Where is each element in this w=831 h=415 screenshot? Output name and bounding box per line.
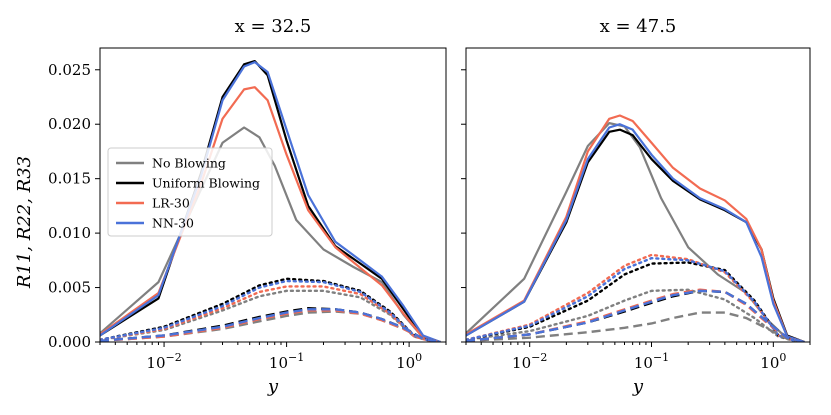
series-nn-30-r33	[100, 308, 441, 342]
x-tick-label: 10−2	[512, 351, 547, 372]
series-lr-30-r22	[100, 285, 436, 342]
y-tick-label: 0.015	[48, 170, 91, 188]
x-axis-label: y	[267, 376, 279, 397]
series-no-blowing-r33	[466, 311, 805, 342]
x-tick-label: 10−1	[634, 351, 669, 372]
y-tick-label: 0.000	[48, 333, 91, 351]
y-tick-label: 0.010	[48, 224, 91, 242]
legend-box	[107, 147, 273, 237]
legend-label-uniform-blowing: Uniform Blowing	[152, 176, 260, 191]
legend-label-no-blowing: No Blowing	[152, 156, 226, 171]
y-axis-label: R11, R22, R33	[14, 156, 35, 289]
panel-right: 10−2 10−1 100 x = 47.5 y	[461, 16, 811, 397]
series-group	[466, 114, 805, 342]
series-nn-30-r11	[466, 123, 805, 342]
series-uniform-blowing-r22	[466, 261, 800, 342]
panel-title: x = 32.5	[235, 16, 312, 37]
series-lr-30-r11	[466, 114, 805, 342]
x-tick-label: 100	[396, 351, 422, 372]
panel-title: x = 47.5	[600, 16, 677, 37]
series-no-blowing-r22	[466, 288, 800, 342]
y-tick-label: 0.020	[48, 115, 91, 133]
axes-frame	[465, 47, 811, 343]
x-tick-label: 10−1	[269, 351, 304, 372]
x-tick-label: 100	[760, 351, 786, 372]
legend-label-nn-30: NN-30	[152, 216, 194, 231]
axes-frame	[99, 47, 447, 343]
y-tick-label: 0.025	[48, 61, 91, 79]
series-nn-30-r22	[100, 279, 436, 342]
y-tick-label: 0.005	[48, 279, 91, 297]
legend: No Blowing Uniform Blowing LR-30 NN-30	[107, 147, 273, 237]
x-tick-label: 10−2	[146, 351, 181, 372]
panel-left: 10−2 10−1 100 0.000 0.005 0.010 0.015 0.020 0.02…	[48, 16, 447, 397]
series-nn-30-r33	[466, 289, 805, 342]
series-nn-30-r22	[466, 256, 800, 342]
x-axis-label: y	[632, 376, 644, 397]
legend-label-lr-30: LR-30	[152, 196, 190, 211]
